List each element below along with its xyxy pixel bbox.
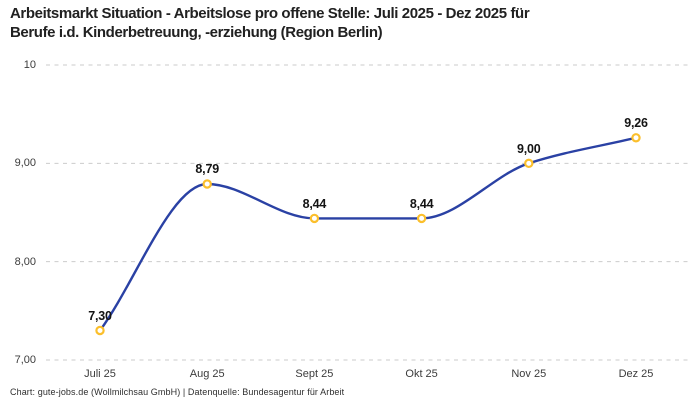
data-point-marker: [309, 213, 320, 224]
attribution-footer: Chart: gute-jobs.de (Wollmilchsau GmbH) …: [10, 387, 345, 397]
data-point-value-label: 8,44: [409, 196, 434, 211]
chart-title-line1: Arbeitsmarkt Situation - Arbeitslose pro…: [10, 5, 530, 22]
chart-title: Arbeitsmarkt Situation - Arbeitslose pro…: [10, 5, 694, 42]
x-tick-label: Aug 25: [189, 368, 225, 380]
x-tick-label: Dez 25: [618, 368, 654, 380]
x-tick-label: Nov 25: [511, 368, 547, 380]
chart-title-line2: Berufe i.d. Kinderbetreuung, -erziehung …: [10, 23, 383, 41]
data-point-value-label: 8,44: [302, 196, 327, 211]
data-point-markers: [95, 133, 641, 336]
data-point-marker: [95, 325, 105, 336]
x-tick-label: Juli 25: [84, 368, 116, 380]
data-point-value-label: 8,79: [195, 162, 219, 177]
y-tick-label: 7,00: [14, 354, 36, 366]
data-point-marker: [524, 158, 534, 169]
x-tick-label: Okt 25: [405, 368, 438, 380]
data-point-value-label: 9,00: [517, 141, 541, 156]
gridlines: [46, 64, 691, 361]
data-point-value-label: 7,30: [88, 309, 112, 323]
x-tick-label: Sept 25: [295, 368, 334, 380]
data-point-marker: [416, 213, 427, 224]
y-tick-label: 8,00: [14, 255, 36, 268]
data-point-value-label: 9,26: [624, 116, 648, 131]
y-tick-label: 10: [23, 59, 36, 71]
y-tick-label: 9,00: [14, 157, 36, 170]
data-point-marker: [202, 179, 212, 189]
data-point-marker: [631, 133, 641, 143]
